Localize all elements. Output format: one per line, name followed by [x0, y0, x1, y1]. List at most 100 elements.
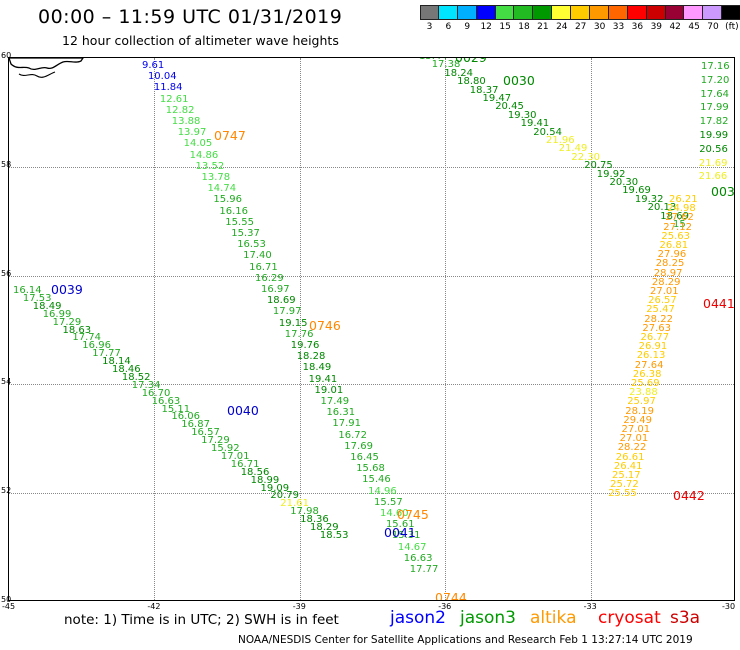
- lon-tick-label: -33: [583, 602, 597, 611]
- wave-height-obs: 15: [673, 219, 686, 230]
- wave-height-obs: 17.49: [320, 396, 350, 407]
- wave-height-obs: 18.69: [266, 295, 296, 307]
- wave-height-obs: 15.61: [385, 519, 415, 531]
- wave-height-obs: 16.16: [219, 205, 248, 217]
- lon-tick-label: -39: [292, 602, 306, 611]
- wave-height-obs: 26.81: [659, 240, 689, 251]
- legend-label: 18: [518, 22, 530, 32]
- wave-height-obs: 19.15: [278, 317, 308, 329]
- wave-height-obs: 28.29: [651, 276, 681, 288]
- wave-height-obs: 17.98: [290, 506, 319, 518]
- map-subtitle: 12 hour collection of altimeter wave hei…: [62, 33, 339, 48]
- wave-height-obs: 28.97: [653, 267, 683, 279]
- legend-swatch: [420, 5, 439, 20]
- pass-label: 003: [711, 184, 735, 199]
- wave-height-obs: 17.16: [701, 61, 730, 72]
- wave-height-obs: 21.49: [558, 143, 588, 155]
- legend-label: 9: [464, 22, 471, 32]
- wave-height-obs: 27.63: [642, 322, 672, 334]
- wave-height-obs: 26.13: [636, 350, 666, 362]
- wave-height-obs: 27.12: [663, 221, 692, 233]
- wave-height-obs: 16.72: [338, 429, 367, 441]
- wave-height-obs: 19.92: [596, 168, 626, 180]
- wave-height-obs: 29.49: [623, 414, 653, 426]
- wave-height-obs: 27.62: [665, 212, 694, 224]
- pass-label: 0745: [397, 507, 429, 522]
- wave-height-obs: 20.54: [533, 126, 562, 138]
- altimeter-map: 9.61 10.04 11.84 12.61 12.82 13.88 13.97 14.05 1…: [8, 57, 735, 601]
- wave-height-obs: 15.96: [213, 194, 243, 206]
- wave-height-obs: 18.36: [300, 514, 329, 526]
- wave-height-obs: 18.99: [250, 474, 280, 486]
- wave-height-obs: 18.49: [302, 362, 332, 374]
- wave-height-obs: 16.99: [42, 308, 72, 320]
- wave-height-obs: 16.96: [82, 340, 111, 352]
- footnote: note: 1) Time is in UTC; 2) SWH is in fe…: [64, 612, 339, 628]
- legend-label: 24: [556, 22, 568, 32]
- wave-height-obs: 16.97: [261, 284, 290, 295]
- meridian-line: [445, 58, 447, 600]
- pass-label: 0441: [703, 296, 735, 311]
- wave-height-obs: 27.01: [650, 286, 679, 297]
- wave-height-obs: 27.96: [657, 249, 687, 261]
- legend-swatch: [438, 5, 458, 20]
- wave-height-obs: 19.76: [290, 340, 320, 351]
- legend-swatch: [665, 5, 685, 20]
- wave-height-obs: 16.14: [13, 285, 42, 296]
- wave-height-obs: 26.21: [669, 194, 698, 205]
- wave-height-obs: 18.52: [121, 371, 151, 383]
- wave-height-obs: 16.31: [326, 407, 356, 419]
- wave-height-obs: 15.37: [231, 228, 260, 239]
- legend-label: 70: [707, 22, 719, 32]
- pass-label: 0029: [455, 57, 487, 65]
- wave-height-obs: 17.99: [700, 102, 729, 114]
- wave-height-obs: 17.20: [700, 74, 730, 86]
- wave-height-obs: 19.69: [622, 185, 651, 197]
- wave-height-obs: 16.70: [141, 387, 171, 399]
- wave-height-obs: 16.71: [230, 458, 260, 470]
- pass-label: 0442: [673, 488, 705, 503]
- pass-label: 0030: [503, 73, 535, 88]
- wave-height-obs: 28.25: [655, 258, 685, 270]
- wave-height-obs: 27.64: [634, 359, 664, 371]
- wave-height-obs: 20.13: [647, 202, 677, 214]
- wave-height-obs: 14.05: [183, 138, 213, 150]
- wave-height-obs: 20.45: [495, 101, 524, 113]
- lat-tick-label: 56: [1, 268, 12, 278]
- wave-height-obs: 14.74: [207, 183, 237, 195]
- meridian-line: [299, 58, 301, 600]
- wave-height-obs: 20.30: [609, 177, 639, 188]
- pass-label: 0041: [384, 525, 416, 540]
- map-title: 00:00 – 11:59 UTC 01/31/2019: [38, 6, 343, 28]
- wave-height-obs: 18.14: [102, 356, 131, 368]
- wave-height-obs: 18.29: [310, 522, 339, 533]
- wave-height-obs: 17.77: [409, 564, 439, 575]
- wave-height-obs: 18.69: [660, 210, 689, 222]
- legend-label: 12: [480, 22, 492, 32]
- parallel-line: [9, 493, 734, 495]
- wave-height-obs: 21.61: [280, 498, 309, 510]
- wave-height-obs: 9.61: [142, 60, 165, 71]
- wave-height-obs: 17.53: [22, 292, 52, 304]
- wave-height-obs: 18.37: [469, 84, 499, 96]
- satellite-name: s3a: [670, 608, 701, 628]
- wave-height-obs: 15.55: [225, 216, 254, 228]
- legend-swatch: [722, 5, 740, 20]
- legend-swatch: [608, 5, 628, 20]
- wave-height-obs: 17.69: [344, 440, 373, 452]
- wave-height-obs: 16.57: [191, 427, 220, 439]
- wave-height-obs: 15.44: [419, 58, 448, 62]
- wave-height-obs: 13.78: [201, 172, 231, 183]
- wave-height-obs: 26.77: [640, 332, 670, 343]
- wave-height-obs: 16.45: [350, 452, 379, 463]
- wave-height-obs: 15.46: [362, 474, 391, 486]
- wave-height-obs: 26.57: [648, 295, 677, 307]
- legend-label: 21: [537, 22, 549, 32]
- wave-height-obs: 26.41: [613, 460, 643, 472]
- wave-height-obs: 15.57: [374, 496, 403, 508]
- legend-label: 15: [499, 22, 511, 32]
- wave-height-obs: 17.34: [131, 379, 161, 391]
- lon-tick-label: -45: [2, 602, 16, 611]
- legend-label: 6: [445, 22, 452, 32]
- lat-tick-label: 60: [1, 51, 12, 60]
